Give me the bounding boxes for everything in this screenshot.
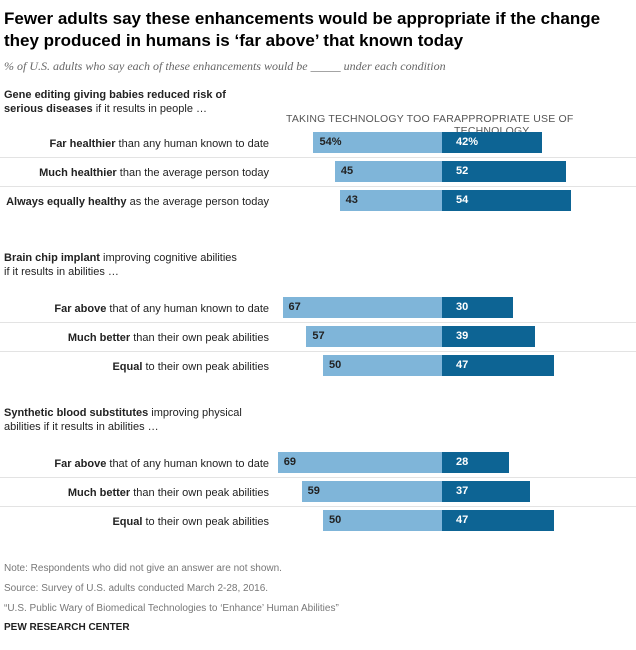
bar-too-far [306, 326, 442, 347]
group-header-brain-chip: Brain chip implant improving cognitive a… [4, 251, 244, 279]
value-label-appropriate: 54 [456, 194, 469, 206]
value-label-too-far: 50 [329, 359, 342, 371]
row-label-bold: Much better [67, 332, 131, 344]
row-separator [0, 477, 636, 478]
group-header-rest: improving physical abilities if it resul… [4, 407, 242, 433]
bar-appropriate [442, 190, 571, 211]
group-header-bold: Gene editing giving babies reduced risk … [4, 89, 226, 115]
value-label-appropriate: 28 [456, 456, 469, 468]
row-label: Always equally healthy as the average pe… [6, 196, 269, 208]
group-header-synthetic-blood: Synthetic blood substitutes improving ph… [4, 406, 244, 434]
group-header-rest: if it results in people … [92, 103, 208, 115]
bar-appropriate [442, 452, 509, 473]
row-label-bold: Always equally healthy [6, 196, 127, 208]
bar-too-far [313, 132, 442, 153]
bar-appropriate [442, 326, 535, 347]
row-label: Far above that of any human known to dat… [54, 458, 269, 470]
row-label-rest: to their own peak abilities [142, 516, 269, 528]
bar-too-far [323, 510, 442, 531]
value-label-appropriate: 42% [456, 136, 479, 148]
row-label: Much better than their own peak abilitie… [68, 332, 269, 344]
bar-appropriate [442, 510, 554, 531]
bar-appropriate [442, 297, 514, 318]
value-label-too-far: 67 [288, 301, 301, 313]
value-label-too-far: 69 [283, 456, 297, 468]
row-separator [0, 351, 636, 352]
group-header-rest: improving cognitive abilities if it resu… [4, 252, 237, 278]
row-separator [0, 322, 636, 323]
row-label: Equal to their own peak abilities [112, 361, 269, 373]
value-label-appropriate: 30 [456, 301, 469, 313]
row-label-rest: as the average person today [126, 196, 269, 208]
bar-appropriate [442, 132, 542, 153]
bar-too-far [339, 190, 442, 211]
row-label-rest: that of any human known to date [106, 458, 269, 470]
bar-too-far [334, 161, 442, 182]
value-label-appropriate: 39 [456, 330, 469, 342]
row-label-rest: than their own peak abilities [130, 332, 269, 344]
row-label-bold: Much better [67, 487, 131, 499]
brand-logo-text: PEW RESEARCH CENTER [4, 622, 130, 633]
note-text: Note: Respondents who did not give an an… [4, 563, 282, 574]
value-label-too-far: 45 [340, 165, 354, 177]
value-label-too-far: 57 [312, 330, 325, 342]
value-label-appropriate: 47 [456, 514, 469, 526]
row-label-rest: that of any human known to date [106, 303, 269, 315]
value-label-appropriate: 47 [456, 359, 469, 371]
row-label: Far healthier than any human known to da… [49, 138, 269, 150]
column-header-too-far: TAKING TECHNOLOGY TOO FAR [286, 113, 454, 125]
bar-too-far [301, 481, 442, 502]
row-separator [0, 186, 636, 187]
row-label-rest: to their own peak abilities [142, 361, 269, 373]
row-label-rest: than their own peak abilities [130, 487, 269, 499]
row-label-bold: Much healthier [39, 167, 117, 179]
row-label-bold: Equal [112, 361, 143, 373]
row-separator [0, 506, 636, 507]
row-label-bold: Far above [54, 458, 107, 470]
bar-appropriate [442, 161, 566, 182]
row-label: Equal to their own peak abilities [112, 516, 269, 528]
row-label-bold: Far above [54, 303, 107, 315]
row-label-bold: Far healthier [49, 138, 116, 150]
value-label-appropriate: 52 [456, 165, 469, 177]
bar-too-far [282, 297, 442, 318]
value-label-too-far: 43 [345, 194, 358, 206]
chart-title: Fewer adults say these enhancements woul… [4, 9, 601, 50]
row-label-rest: than any human known to date [115, 138, 269, 150]
value-label-too-far: 54% [319, 136, 342, 148]
source-text: Source: Survey of U.S. adults conducted … [4, 583, 269, 594]
bar-appropriate [442, 355, 554, 376]
group-header-bold: Brain chip implant [4, 252, 100, 264]
row-label: Much better than their own peak abilitie… [68, 487, 269, 499]
bar-too-far [323, 355, 442, 376]
bar-appropriate [442, 481, 531, 502]
value-label-too-far: 50 [329, 514, 342, 526]
row-label-bold: Equal [112, 516, 143, 528]
row-separator [0, 157, 636, 158]
row-label: Far above that of any human known to dat… [54, 303, 269, 315]
row-label: Much healthier than the average person t… [39, 167, 269, 179]
chart-subtitle: % of U.S. adults who say each of these e… [4, 59, 446, 73]
group-header-gene-editing: Gene editing giving babies reduced risk … [4, 88, 244, 116]
group-header-bold: Synthetic blood substitutes [4, 407, 149, 419]
value-label-too-far: 59 [307, 485, 320, 497]
value-label-appropriate: 37 [456, 485, 469, 497]
row-label-rest: than the average person today [116, 167, 269, 179]
bar-too-far [277, 452, 442, 473]
report-title: “U.S. Public Wary of Biomedical Technolo… [4, 603, 339, 614]
